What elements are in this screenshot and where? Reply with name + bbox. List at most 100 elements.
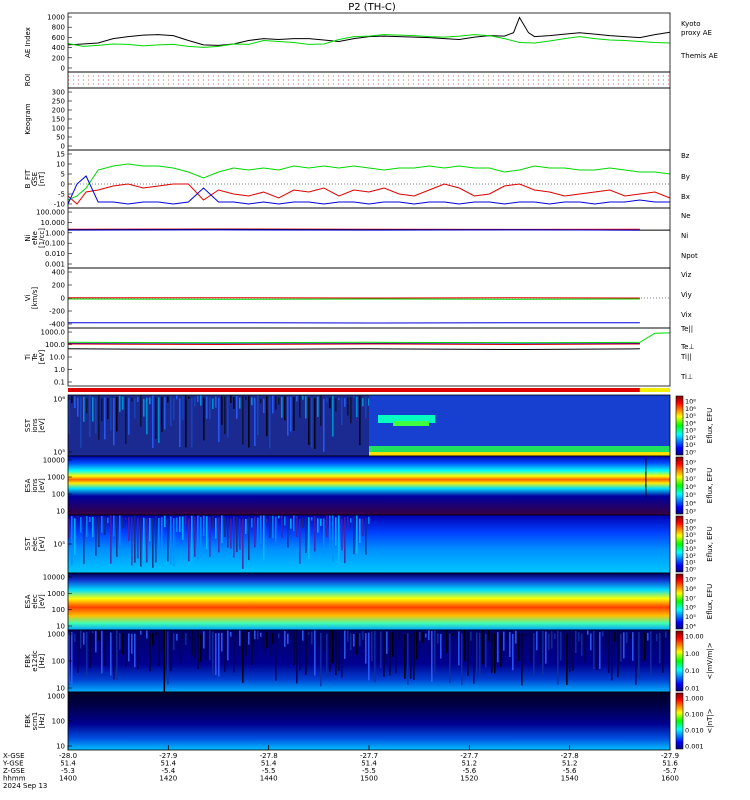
spectrogram-noise — [266, 518, 268, 523]
spectrogram-noise — [521, 632, 523, 686]
spectrogram-noise — [500, 633, 502, 667]
colorbar-tick-label: 10⁴ — [685, 623, 696, 631]
spectrogram-noise — [182, 630, 184, 639]
spectrogram-noise — [320, 395, 322, 426]
spectrogram-noise — [212, 515, 214, 529]
spectrogram-noise — [116, 396, 118, 432]
x-axis-tick-label: 1540 — [561, 775, 579, 783]
spectrogram-noise — [227, 630, 229, 661]
spectrogram-noise — [212, 398, 214, 410]
spectrogram-noise — [260, 515, 262, 544]
y-axis-label: ESA — [24, 478, 32, 492]
spectrogram-noise — [509, 632, 511, 658]
colorbar-tick-label: 0.01 — [685, 685, 699, 693]
y-axis-label: eNe — [31, 231, 39, 245]
y-tick-label: 100.000 — [36, 209, 65, 217]
spectrogram-noise — [95, 631, 97, 653]
spectrogram-noise — [659, 632, 661, 664]
spectrogram-noise — [347, 516, 349, 531]
y-tick-label: 1.000 — [45, 229, 65, 237]
colorbar-tick-label: 10⁴ — [685, 538, 696, 546]
spectrogram-noise — [494, 633, 496, 674]
spectrogram-noise — [401, 633, 403, 637]
spectrogram-noise — [332, 630, 334, 664]
spectrogram-noise — [458, 631, 460, 666]
spectrogram-noise — [308, 397, 310, 445]
spectrogram-noise — [563, 630, 565, 634]
spectrogram-noise — [146, 630, 148, 639]
spectrogram-noise — [545, 631, 547, 664]
spectrogram-noise — [236, 395, 238, 419]
spectrogram-noise — [140, 395, 142, 427]
spectrogram-noise — [188, 518, 190, 562]
colorbar-tick-label: 10⁷ — [685, 475, 696, 483]
legend-entry: Kyoto — [681, 20, 701, 28]
spectrogram-noise — [242, 631, 244, 683]
spectrogram-noise — [365, 633, 367, 664]
panel-frame — [67, 87, 671, 151]
spectrogram-noise — [281, 397, 283, 418]
y-tick-label: 600 — [52, 34, 65, 42]
spectrogram-noise — [131, 397, 133, 402]
spectrogram-noise — [272, 632, 274, 644]
spectrogram-noise — [89, 516, 91, 523]
y-tick-label: 100 — [52, 718, 65, 726]
legend-entry: By — [681, 173, 690, 181]
spectrogram-noise — [158, 632, 160, 667]
colorbar — [675, 395, 684, 456]
spectrogram-noise — [302, 630, 304, 641]
spectrogram-noise — [251, 397, 253, 406]
y-axis-label: Te — [31, 353, 39, 361]
spectrogram-noise — [287, 516, 289, 548]
spectrogram-noise — [338, 631, 340, 671]
spectrogram-noise — [257, 630, 259, 640]
x-axis-tick-label: -5.5 — [262, 767, 276, 775]
spectrogram-noise — [359, 633, 361, 647]
y-tick-label: 10 — [56, 685, 65, 693]
spectrogram-noise — [260, 632, 262, 637]
spectrogram-noise — [86, 398, 88, 414]
spectrogram-noise — [248, 632, 250, 645]
spectrogram-esa_elec — [68, 573, 670, 630]
spectrogram-noise — [269, 397, 271, 449]
y-tick-label: 100.0 — [45, 341, 65, 349]
spectrogram-noise — [560, 631, 562, 661]
spectrogram-noise — [179, 398, 181, 448]
spectrogram-fbk_b — [68, 692, 670, 750]
spectrogram-noise — [530, 633, 532, 663]
spectrogram-noise — [119, 515, 121, 546]
spectrogram-noise — [383, 631, 385, 677]
y-axis-label: [eV] — [38, 594, 46, 609]
spectrogram-noise — [341, 518, 343, 551]
spectrogram-noise — [344, 630, 346, 659]
y-tick-label: 10000 — [43, 574, 65, 582]
spectrogram-noise — [344, 398, 346, 407]
spectrogram-noise — [248, 395, 250, 448]
spectrogram-noise — [155, 516, 157, 563]
spectrogram-noise — [173, 633, 175, 650]
spectrogram-noise — [287, 633, 289, 644]
spectrogram-noise — [656, 633, 658, 642]
spectrogram-noise — [83, 396, 85, 422]
spectrogram-noise — [359, 395, 361, 446]
spectrogram-noise — [209, 517, 211, 557]
spectrogram-noise — [146, 397, 148, 435]
spectrogram-noise — [161, 631, 163, 652]
spectrogram-noise — [221, 632, 223, 652]
spectrogram-noise — [455, 630, 457, 638]
spectrogram-noise — [335, 632, 337, 676]
spectrogram-noise — [278, 633, 280, 639]
spectrogram-noise — [428, 630, 430, 641]
spectrogram-noise — [665, 631, 667, 638]
spectrogram-noise — [614, 632, 616, 642]
colorbar — [675, 573, 684, 630]
spectrogram-noise — [206, 632, 208, 661]
spectrogram-noise — [98, 395, 100, 440]
colorbar-tick-label: 10⁶ — [685, 405, 696, 413]
spectrogram-noise — [284, 516, 286, 526]
spectrogram-noise — [506, 631, 508, 641]
y-tick-label: 250 — [52, 98, 65, 106]
sst-ion-low — [369, 446, 670, 456]
spectrogram-noise — [653, 633, 655, 636]
